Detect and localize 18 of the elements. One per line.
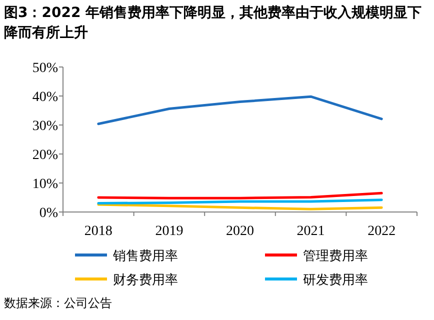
legend: 财务费用率 xyxy=(113,273,178,288)
xtick: 2020 xyxy=(226,224,254,239)
ytick: 40% xyxy=(32,90,58,105)
legend: 销售费用率 xyxy=(113,249,178,264)
ytick: 30% xyxy=(32,119,58,134)
xtick: 2018 xyxy=(84,224,112,239)
ytick: 0% xyxy=(39,206,58,221)
title: 降而有所上升 xyxy=(4,25,88,41)
title: 图3：2022 年销售费用率下降明显，其他费率由于收入规模明显下 xyxy=(4,5,422,21)
annotation: 数据来源：公司公告 xyxy=(4,296,112,310)
legend: 管理费用率 xyxy=(303,249,368,264)
xtick: 2021 xyxy=(296,224,325,239)
xtick: 2022 xyxy=(368,224,396,239)
ytick: 20% xyxy=(32,148,58,163)
ytick: 10% xyxy=(32,177,58,192)
xtick: 2019 xyxy=(155,224,184,239)
legend: 研发费用率 xyxy=(303,273,368,288)
ytick: 50% xyxy=(32,61,58,76)
